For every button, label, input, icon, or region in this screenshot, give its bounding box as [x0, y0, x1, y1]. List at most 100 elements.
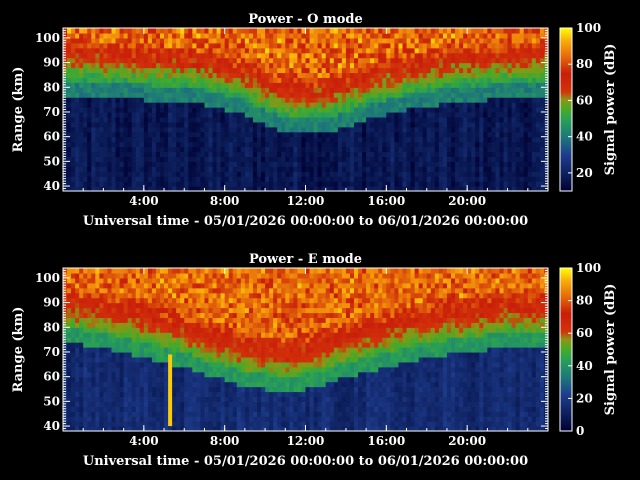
heatmap-cell [212, 141, 218, 148]
heatmap-cell [160, 126, 165, 133]
heatmap-cell [248, 176, 254, 182]
heatmap-cell [378, 121, 383, 128]
heatmap-cell [172, 156, 177, 162]
heatmap-cell [519, 92, 525, 98]
heatmap-cell [160, 32, 165, 39]
heatmap-cell [91, 141, 96, 148]
heatmap-cell [317, 47, 323, 54]
heatmap-cell [160, 307, 165, 314]
heatmap-cell [535, 57, 541, 64]
heatmap-cell [200, 121, 206, 128]
heatmap-cell [71, 411, 76, 417]
heatmap-cell [289, 141, 294, 148]
heatmap-cell [402, 116, 408, 123]
heatmap-cell [228, 97, 234, 103]
heatmap-cell [91, 391, 96, 398]
heatmap-cell [160, 47, 165, 54]
heatmap-cell [87, 337, 92, 343]
heatmap-cell [390, 42, 396, 49]
heatmap-cell [95, 97, 100, 103]
heatmap-cell [147, 292, 153, 299]
heatmap-cell [232, 97, 238, 103]
heatmap-cell [79, 151, 84, 158]
heatmap-cell [519, 28, 525, 34]
heatmap-cell [507, 156, 513, 162]
heatmap-cell [451, 52, 456, 59]
heatmap-cell [358, 107, 363, 113]
heatmap-cell [479, 62, 484, 69]
heatmap-cell [220, 57, 226, 64]
heatmap-cell [499, 102, 505, 108]
heatmap-cell [107, 32, 113, 39]
heatmap-cell [143, 361, 149, 368]
heatmap-cell [495, 82, 501, 88]
heatmap-cell [135, 28, 141, 34]
heatmap-cell [127, 317, 133, 323]
heatmap-cell [366, 67, 371, 74]
heatmap-cell [475, 87, 480, 93]
heatmap-cell [471, 37, 476, 44]
heatmap-cell [459, 52, 464, 59]
heatmap-cell [168, 107, 173, 113]
heatmap-cell [83, 131, 88, 138]
heatmap-cell [111, 327, 117, 333]
heatmap-cell [119, 426, 125, 432]
heatmap-cell [79, 386, 84, 393]
heatmap-cell [131, 82, 137, 88]
heatmap-cell [155, 171, 161, 177]
heatmap-cell [252, 62, 258, 69]
heatmap-cell [507, 151, 513, 158]
heatmap-cell [531, 151, 537, 158]
heatmap-cell [176, 151, 181, 158]
heatmap-cell [515, 156, 521, 162]
heatmap-cell [79, 161, 84, 167]
heatmap-cell [192, 186, 197, 192]
heatmap-cell [265, 121, 270, 128]
heatmap-cell [115, 28, 121, 34]
heatmap-cell [184, 57, 189, 64]
heatmap-cell [341, 92, 347, 98]
heatmap-cell [418, 87, 424, 93]
heatmap-cell [402, 136, 408, 143]
heatmap-cell [252, 151, 258, 158]
heatmap-cell [463, 146, 468, 153]
heatmap-cell [309, 161, 315, 167]
heatmap-cell [79, 307, 84, 314]
heatmap-cell [515, 176, 521, 182]
heatmap-cell [321, 82, 327, 88]
heatmap-cell [519, 32, 525, 39]
heatmap-cell [281, 141, 286, 148]
heatmap-cell [147, 406, 153, 412]
heatmap-cell [200, 87, 206, 93]
heatmap-cell [297, 126, 303, 133]
heatmap-cell [139, 277, 145, 284]
heatmap-cell [131, 126, 137, 133]
heatmap-cell [79, 116, 84, 123]
heatmap-cell [313, 62, 319, 69]
heatmap-cell [507, 111, 513, 118]
heatmap-cell [131, 391, 137, 398]
heatmap-cell [374, 97, 379, 103]
heatmap-cell [139, 396, 145, 402]
heatmap-cell [406, 141, 412, 148]
heatmap-cell [301, 42, 307, 49]
heatmap-cell [196, 171, 202, 177]
heatmap-cell [317, 136, 323, 143]
heatmap-cell [123, 421, 129, 427]
heatmap-cell [184, 186, 189, 192]
heatmap-cell [192, 181, 197, 187]
heatmap-cell [87, 376, 92, 383]
heatmap-cell [83, 28, 88, 34]
heatmap-cell [220, 186, 226, 192]
heatmap-cell [459, 82, 464, 88]
heatmap-cell [111, 307, 117, 314]
heatmap-cell [535, 52, 541, 59]
heatmap-cell [131, 72, 137, 78]
heatmap-cell [200, 136, 206, 143]
heatmap-cell [192, 97, 197, 103]
heatmap-cell [75, 102, 80, 108]
heatmap-cell [79, 332, 84, 338]
heatmap-cell [75, 272, 80, 279]
heatmap-cell [160, 356, 165, 363]
heatmap-cell [248, 151, 254, 158]
